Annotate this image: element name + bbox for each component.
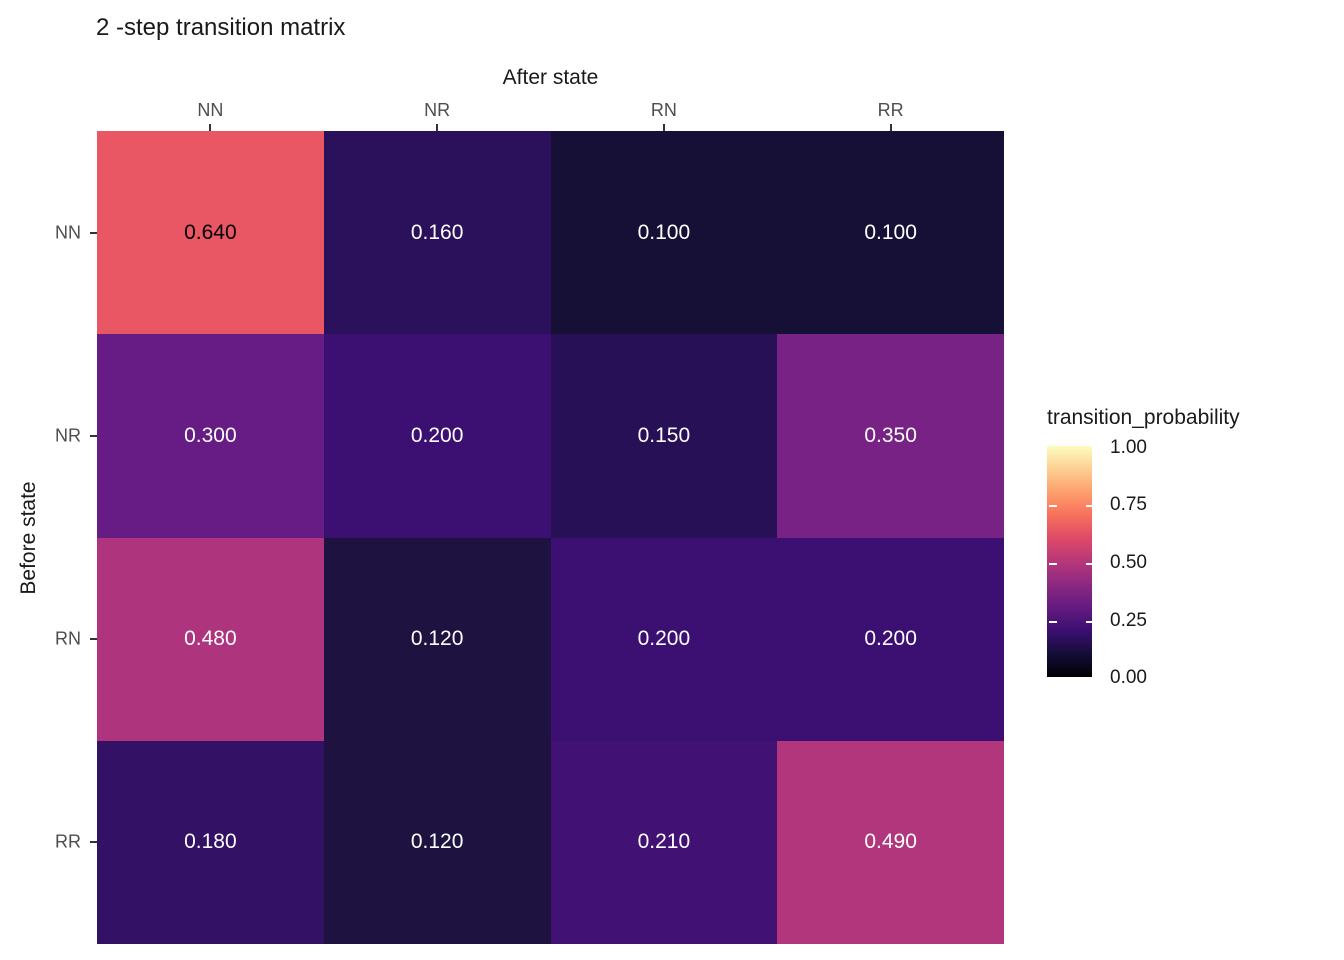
chart-title: 2 -step transition matrix bbox=[96, 14, 346, 41]
heatmap-cell: 0.120 bbox=[323, 740, 551, 944]
heatmap-cell: 0.490 bbox=[777, 740, 1004, 944]
legend-title: transition_probability bbox=[1047, 406, 1240, 429]
heatmap-cell: 0.100 bbox=[550, 131, 778, 335]
y-tick-label-nr: NR bbox=[55, 425, 81, 446]
legend-body: 1.00 0.75 0.50 0.25 0.00 bbox=[1045, 437, 1335, 694]
x-axis-ticks: NN NR RN RR bbox=[97, 100, 1004, 131]
heatmap-cell: 0.640 bbox=[97, 131, 324, 335]
y-axis-title-text: Before state bbox=[17, 480, 40, 595]
legend-tick-label: 0.00 bbox=[1110, 667, 1147, 688]
heatmap-cell: 0.180 bbox=[97, 740, 324, 944]
legend-tick-label: 1.00 bbox=[1110, 437, 1147, 458]
x-tick-mark bbox=[889, 124, 892, 131]
heatmap-cell: 0.160 bbox=[323, 131, 551, 335]
colorbar-tick-mark bbox=[1049, 563, 1057, 565]
heatmap-cell: 0.200 bbox=[323, 334, 551, 538]
y-tick-mark bbox=[90, 638, 97, 641]
y-tick-mark bbox=[90, 231, 97, 234]
y-tick-label-rn: RN bbox=[55, 628, 81, 649]
heatmap-grid: 0.640 0.160 0.100 0.100 0.300 0.200 0.15… bbox=[97, 131, 1004, 944]
heatmap-cell: 0.300 bbox=[97, 334, 324, 538]
heatmap-cell: 0.480 bbox=[97, 537, 324, 741]
heatmap-cell: 0.210 bbox=[550, 740, 778, 944]
plot-area: 0.640 0.160 0.100 0.100 0.300 0.200 0.15… bbox=[97, 131, 1004, 944]
colorbar-tick-mark bbox=[1049, 505, 1057, 507]
y-axis-title: Before state bbox=[14, 131, 44, 944]
x-tick-label-nr: NR bbox=[424, 100, 451, 120]
x-tick-label-nn: NN bbox=[197, 100, 224, 120]
heatmap-cell: 0.150 bbox=[550, 334, 778, 538]
legend-tick-label: 0.25 bbox=[1110, 610, 1147, 631]
heatmap-cell: 0.350 bbox=[777, 334, 1004, 538]
x-tick-mark bbox=[662, 124, 665, 131]
heatmap-cell: 0.100 bbox=[777, 131, 1004, 335]
y-axis-ticks: NN NR RN RR bbox=[48, 131, 97, 944]
legend-tick-label: 0.75 bbox=[1110, 494, 1147, 515]
x-tick-mark bbox=[436, 124, 439, 131]
heatmap-cell: 0.120 bbox=[323, 537, 551, 741]
colorbar-tick-mark bbox=[1086, 505, 1094, 507]
legend-tick-label: 0.50 bbox=[1110, 552, 1147, 573]
y-tick-label-nn: NN bbox=[55, 222, 81, 243]
x-tick-mark bbox=[209, 124, 212, 131]
colorbar-tick-mark bbox=[1086, 563, 1094, 565]
legend: transition_probability 1.00 0.75 0.50 0.… bbox=[1045, 406, 1335, 694]
colorbar-tick-mark bbox=[1049, 621, 1057, 623]
heatmap-cell: 0.200 bbox=[777, 537, 1004, 741]
x-tick-label-rr: RR bbox=[877, 100, 904, 120]
colorbar-gradient bbox=[1047, 446, 1094, 677]
colorbar-tick-mark bbox=[1086, 621, 1094, 623]
heatmap-cell: 0.200 bbox=[550, 537, 778, 741]
y-tick-label-rr: RR bbox=[55, 831, 81, 852]
y-tick-mark bbox=[90, 434, 97, 437]
x-axis-title: After state bbox=[502, 66, 599, 89]
x-tick-label-rn: RN bbox=[650, 100, 677, 120]
y-tick-mark bbox=[90, 841, 97, 844]
